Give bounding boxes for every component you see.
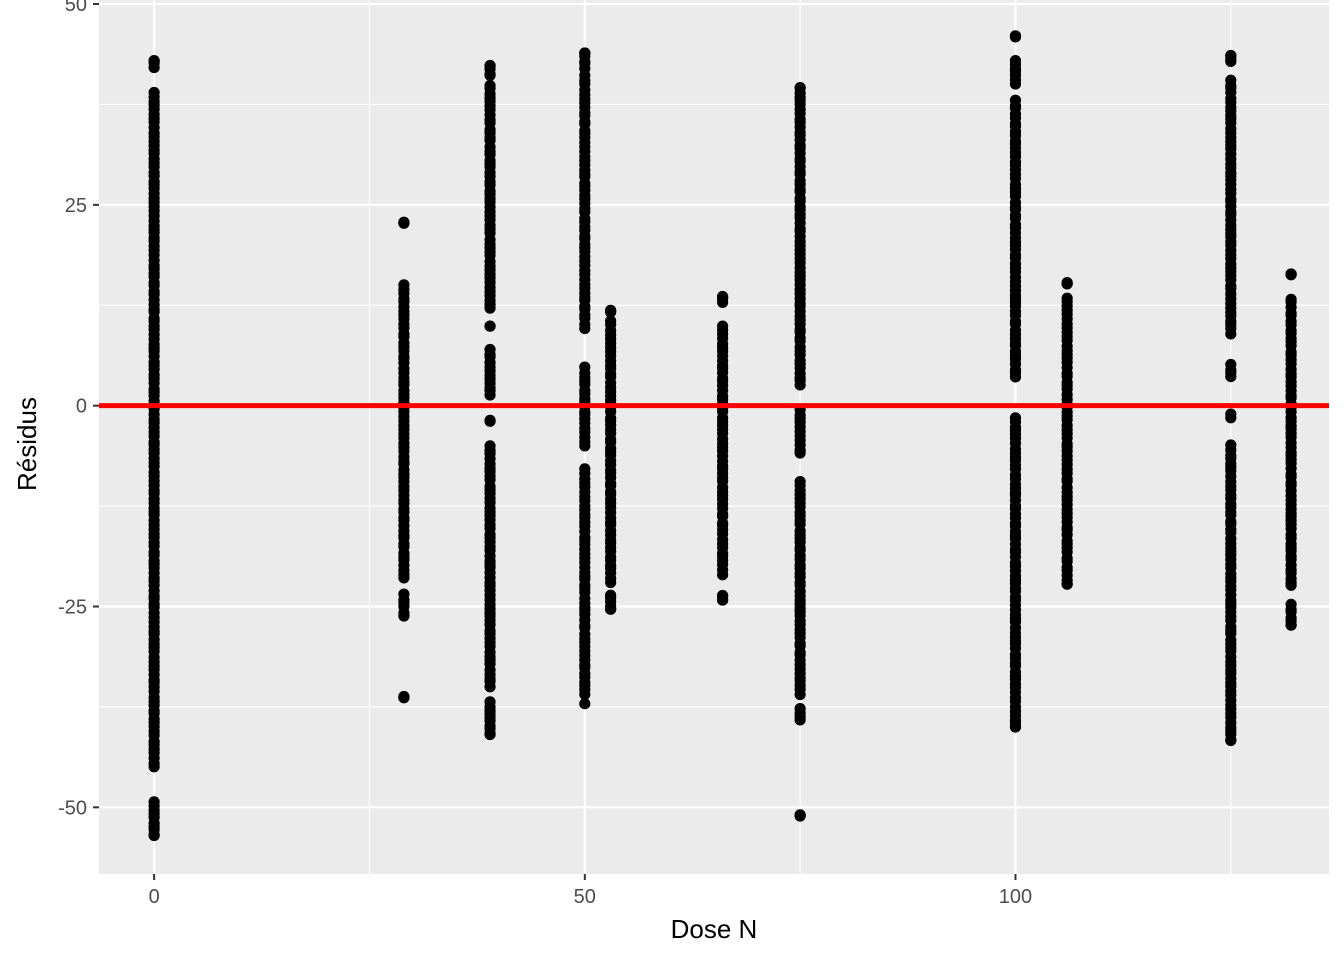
data-point xyxy=(398,690,410,703)
data-point xyxy=(1225,408,1237,420)
data-point xyxy=(148,54,160,67)
x-axis-title: Dose N xyxy=(671,914,758,944)
data-point xyxy=(484,696,496,708)
data-point xyxy=(484,320,496,332)
data-points xyxy=(148,30,1297,842)
data-point xyxy=(605,306,617,318)
data-point xyxy=(1009,30,1022,42)
data-point xyxy=(484,59,496,72)
data-point xyxy=(717,291,729,303)
data-point xyxy=(398,216,410,228)
data-point xyxy=(794,475,806,488)
y-tick-label: -25 xyxy=(58,596,87,618)
data-point xyxy=(1009,94,1022,106)
data-point xyxy=(579,47,591,59)
data-point xyxy=(1285,598,1297,610)
data-point xyxy=(579,698,591,710)
data-point xyxy=(398,588,410,600)
y-tick-label: -50 xyxy=(58,797,87,819)
x-axis: 0 50 100 xyxy=(149,874,1032,908)
data-point xyxy=(1225,358,1237,371)
data-point xyxy=(717,589,729,602)
x-tick-label: 100 xyxy=(999,886,1032,908)
y-axis: -50 -25 0 25 50 xyxy=(58,0,99,819)
data-point xyxy=(717,320,729,332)
data-point xyxy=(1009,54,1022,67)
data-point xyxy=(484,79,496,92)
data-point xyxy=(1225,439,1237,451)
data-point xyxy=(1285,268,1297,280)
data-point xyxy=(794,82,806,94)
data-point xyxy=(148,796,160,808)
data-point xyxy=(484,415,496,427)
data-point xyxy=(1225,50,1237,62)
data-point xyxy=(484,440,496,452)
data-point xyxy=(579,463,591,475)
plot-panel xyxy=(99,0,1329,874)
x-tick-label: 0 xyxy=(149,886,160,908)
data-point xyxy=(1061,292,1073,304)
data-point xyxy=(579,361,591,373)
data-point xyxy=(1009,412,1022,424)
data-point xyxy=(794,702,806,715)
data-point xyxy=(484,343,496,356)
y-axis-title: Résidus xyxy=(12,397,42,491)
y-tick-label: 50 xyxy=(65,0,87,16)
y-tick-label: 0 xyxy=(76,396,87,418)
data-point xyxy=(1061,278,1073,290)
data-point xyxy=(605,589,617,601)
y-tick-label: 25 xyxy=(65,195,87,217)
data-point xyxy=(1285,293,1297,305)
data-point xyxy=(605,315,617,327)
data-point xyxy=(1009,717,1022,729)
x-tick-label: 50 xyxy=(574,886,596,908)
data-point xyxy=(148,86,160,99)
data-point xyxy=(1225,74,1237,86)
data-point xyxy=(398,279,410,291)
data-point xyxy=(794,809,806,821)
